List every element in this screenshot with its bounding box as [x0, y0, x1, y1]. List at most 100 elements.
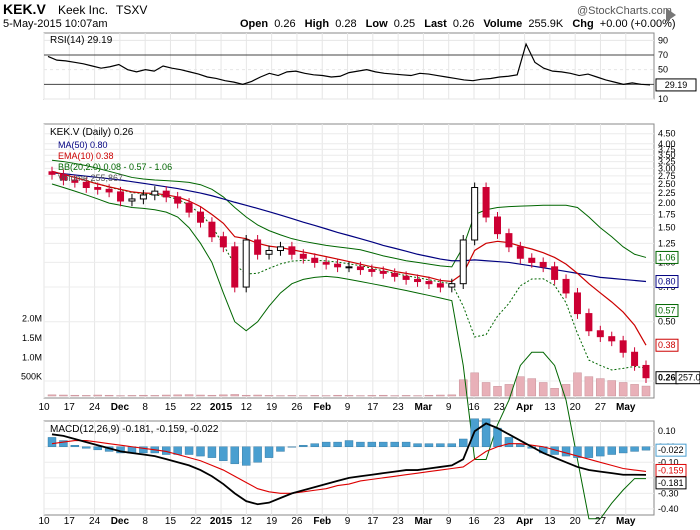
volume-bar	[424, 394, 434, 397]
price-badge	[675, 371, 700, 385]
x-tick-label: May	[616, 516, 636, 527]
x-tick-label: 20	[570, 516, 582, 527]
candle-body	[254, 239, 262, 255]
macd-histogram-bar	[47, 437, 57, 447]
volume-bar	[458, 379, 468, 397]
volume-bar	[607, 380, 616, 397]
macd-histogram-bar	[230, 446, 239, 465]
last-value: 0.26	[453, 18, 474, 30]
high-label: High	[305, 18, 330, 30]
macd-badge-label: -0.159	[658, 465, 684, 475]
macd-histogram-bar	[59, 440, 68, 447]
rsi-title: RSI(14) 29.19	[50, 35, 113, 46]
candle-body	[105, 188, 113, 193]
price-title: KEK.V (Daily) 0.26	[50, 127, 134, 138]
macd-histogram-bar	[390, 441, 399, 447]
price-tick-label: 0.50	[658, 317, 676, 327]
x-tick-label: 22	[190, 402, 202, 413]
macd-histogram-bar	[481, 418, 491, 447]
candle-body	[71, 179, 79, 183]
macd-histogram-bar	[504, 437, 514, 447]
candle-body	[334, 263, 342, 268]
x-tick-label: 27	[595, 402, 607, 413]
candle-body	[299, 253, 307, 259]
macd-histogram-bar	[436, 443, 445, 447]
x-tick-label: 10	[38, 402, 50, 413]
volume-bar	[253, 394, 262, 397]
price-tick-label: 4.00	[658, 139, 676, 149]
candle-body	[631, 351, 639, 366]
candle-body	[494, 216, 501, 235]
volume-bar	[82, 395, 91, 397]
macd-histogram-bar	[584, 446, 594, 458]
price-badge-label: 1.06	[658, 252, 676, 262]
ema10-line	[51, 170, 647, 346]
macd-histogram-bar	[139, 446, 148, 454]
scroll-arrow-icon[interactable]	[666, 8, 676, 22]
volume-bar	[573, 372, 582, 397]
candle-body	[117, 191, 125, 202]
volume-tick-label: 1.0M	[22, 352, 42, 362]
candle-body	[505, 233, 513, 248]
volume-bar	[139, 394, 148, 397]
macd-histogram-bar	[413, 443, 422, 447]
price-tick-label: 2.75	[658, 171, 676, 181]
macd-histogram-bar	[184, 446, 194, 455]
candle-body	[151, 190, 159, 196]
volume-bar	[104, 394, 114, 397]
volume-bar	[93, 394, 102, 397]
x-tick-label: 27	[595, 516, 607, 527]
volume-bar	[230, 394, 240, 397]
macd-histogram-bar	[82, 446, 91, 449]
macd-histogram-bar	[641, 446, 651, 451]
candle-body	[82, 181, 90, 189]
macd-badge	[655, 476, 687, 490]
rsi-tick-label: 70	[658, 50, 668, 60]
volume-bar	[344, 395, 354, 397]
volume-tick-label: 1.5M	[22, 333, 42, 343]
macd-histogram-bar	[344, 440, 354, 447]
macd-histogram-bar	[356, 441, 365, 447]
volume-bar	[538, 382, 548, 397]
candle-body	[596, 330, 604, 338]
x-tick-label: 26	[291, 402, 303, 413]
x-tick-label: Apr	[516, 516, 533, 527]
price-badge	[655, 250, 679, 264]
candle-body	[345, 266, 353, 269]
volume-bar	[367, 395, 377, 397]
volume-bar	[70, 394, 80, 397]
price-tick-label: 3.25	[658, 157, 676, 167]
x-tick-label: 24	[89, 516, 101, 527]
x-tick-label: May	[616, 402, 636, 413]
x-tick-label: 13	[544, 516, 556, 527]
candle-body	[379, 270, 387, 274]
rsi-tick-label: 50	[658, 65, 668, 75]
price-badge-label: 0.38	[658, 340, 676, 350]
x-tick-label: 22	[190, 516, 202, 527]
candle-body	[562, 278, 570, 294]
x-tick-label: 19	[266, 516, 278, 527]
macd-histogram-bar	[447, 443, 457, 447]
rsi-line	[47, 42, 651, 86]
x-tick-label: 8	[142, 516, 148, 527]
x-tick-label: 2015	[210, 516, 233, 527]
macd-histogram-bar	[219, 446, 228, 461]
macd-histogram-bar	[196, 446, 205, 457]
macd-histogram-bar	[310, 443, 319, 447]
candle-body	[231, 246, 239, 288]
candle-body	[185, 202, 193, 213]
volume-bar	[173, 394, 182, 397]
price-badge	[655, 304, 679, 318]
macd-histogram-bar	[253, 446, 262, 463]
x-tick-label: 8	[142, 402, 148, 413]
volume-bar	[436, 394, 445, 397]
x-tick-label: Feb	[313, 516, 331, 527]
candle-body	[471, 187, 479, 241]
volume-bar	[630, 384, 639, 397]
ma50-line	[51, 172, 647, 283]
candle-body	[402, 275, 410, 280]
ticker-symbol: KEK.V	[3, 1, 46, 17]
candle-body	[368, 269, 376, 272]
macd-histogram-bar	[459, 438, 468, 447]
